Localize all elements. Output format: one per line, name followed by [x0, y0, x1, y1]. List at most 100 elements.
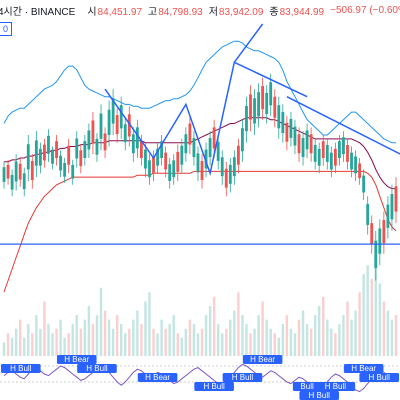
candle-body — [107, 109, 111, 136]
bollinger-upper-band — [3, 40, 396, 144]
volume-bar — [305, 324, 309, 356]
candle-body — [378, 228, 382, 254]
volume-bar — [370, 278, 373, 356]
volume-bar — [99, 287, 103, 356]
candle-body — [123, 124, 127, 143]
candle-body — [51, 151, 54, 164]
candle-body — [269, 82, 273, 106]
volume-bar — [172, 315, 175, 356]
ohlc-low: 저83,942.09 — [209, 3, 264, 18]
ma-short-line — [3, 170, 397, 293]
volume-bar — [180, 337, 184, 356]
candle-body — [236, 145, 240, 165]
volume-bar — [346, 301, 349, 356]
candle-body — [75, 138, 79, 159]
candle-body — [281, 112, 285, 134]
volume-bar — [338, 324, 341, 356]
candlestick-series — [2, 73, 398, 281]
candle-body — [83, 141, 87, 158]
volume-bar — [374, 256, 377, 356]
candle-body — [261, 86, 265, 110]
candle-body — [309, 134, 313, 154]
volume-bar — [115, 315, 119, 356]
volume-bar — [168, 324, 171, 356]
symbol-label[interactable]: 4시간 · BINANCE — [0, 6, 76, 18]
bullish-signal-label: H Bull — [299, 391, 340, 400]
signal-label-text: H Bull — [369, 373, 391, 382]
bullish-signal-label: H Bull — [1, 364, 41, 373]
candle-body — [358, 163, 362, 179]
bearish-signal-label: H Bear — [242, 355, 283, 364]
volume-bar — [326, 319, 329, 356]
volume-bar — [257, 315, 260, 356]
signal-label-text: H Bear — [250, 355, 275, 364]
candle-body — [43, 144, 46, 161]
candle-body — [362, 175, 366, 193]
candle-body — [18, 163, 22, 180]
candle-body — [176, 151, 180, 172]
candle-body — [313, 144, 317, 162]
candle-body — [212, 127, 216, 149]
open-label: 시 — [87, 6, 97, 18]
candle-body — [241, 128, 244, 152]
volume-bar — [103, 310, 107, 356]
volume-bar — [196, 333, 200, 356]
candle-body — [14, 161, 18, 182]
trendlines[interactable] — [104, 23, 400, 177]
candle-body — [127, 114, 131, 137]
candle-body — [350, 152, 353, 170]
volume-bar — [394, 315, 398, 356]
signal-label-bg — [222, 373, 263, 382]
candle-body — [22, 173, 26, 190]
candle-body — [333, 148, 337, 166]
bearish-signal-label: H Bear — [137, 373, 178, 382]
volume-bar — [14, 328, 18, 356]
candle-body — [232, 157, 236, 177]
volume-bar — [6, 333, 10, 356]
volume-bar — [144, 301, 147, 356]
volume-bar — [390, 319, 394, 356]
volume-bar — [83, 319, 87, 356]
candle-body — [224, 168, 228, 188]
signal-label-bg — [137, 373, 178, 382]
low-value: 83,942.09 — [218, 6, 264, 18]
volume-bar — [31, 333, 34, 356]
bullish-signal-label: H Bull — [77, 364, 117, 373]
volume-bar — [164, 328, 167, 356]
candle-body — [220, 157, 224, 177]
volume-bar — [107, 319, 111, 356]
volume-bar — [27, 324, 30, 356]
volume-bar — [43, 301, 46, 356]
bullish-signal-label: H Bull — [222, 373, 263, 382]
ma-long-line — [4, 117, 396, 190]
candle-body — [55, 141, 58, 158]
volume-bar — [59, 319, 62, 356]
candle-body — [95, 138, 99, 155]
close-value: 83,944.99 — [279, 6, 325, 18]
candle-body — [337, 141, 341, 158]
candle-body — [245, 105, 248, 132]
volume-bar — [322, 296, 325, 356]
signal-label-text: H Bull — [325, 382, 347, 391]
volume-bar — [75, 315, 78, 356]
indicator-value-tag: 0 — [0, 22, 13, 36]
volume-bar — [313, 315, 317, 356]
candle-body — [192, 138, 196, 158]
candle-body — [305, 130, 309, 150]
volume-bar — [309, 328, 313, 356]
volume-bar — [156, 333, 159, 356]
candle-body — [382, 220, 386, 244]
signal-label-bg — [292, 382, 322, 391]
candle-body — [156, 148, 159, 166]
signal-label-text: H Bull — [203, 382, 225, 391]
candle-body — [253, 98, 256, 124]
candle-body — [374, 240, 378, 269]
signal-label-text: H Bull — [10, 364, 32, 373]
candle-body — [354, 156, 357, 174]
candle-body — [188, 123, 192, 145]
volume-bar — [317, 306, 321, 356]
candle-body — [204, 149, 208, 169]
signal-label-bg — [56, 355, 97, 364]
trendline — [233, 23, 264, 63]
